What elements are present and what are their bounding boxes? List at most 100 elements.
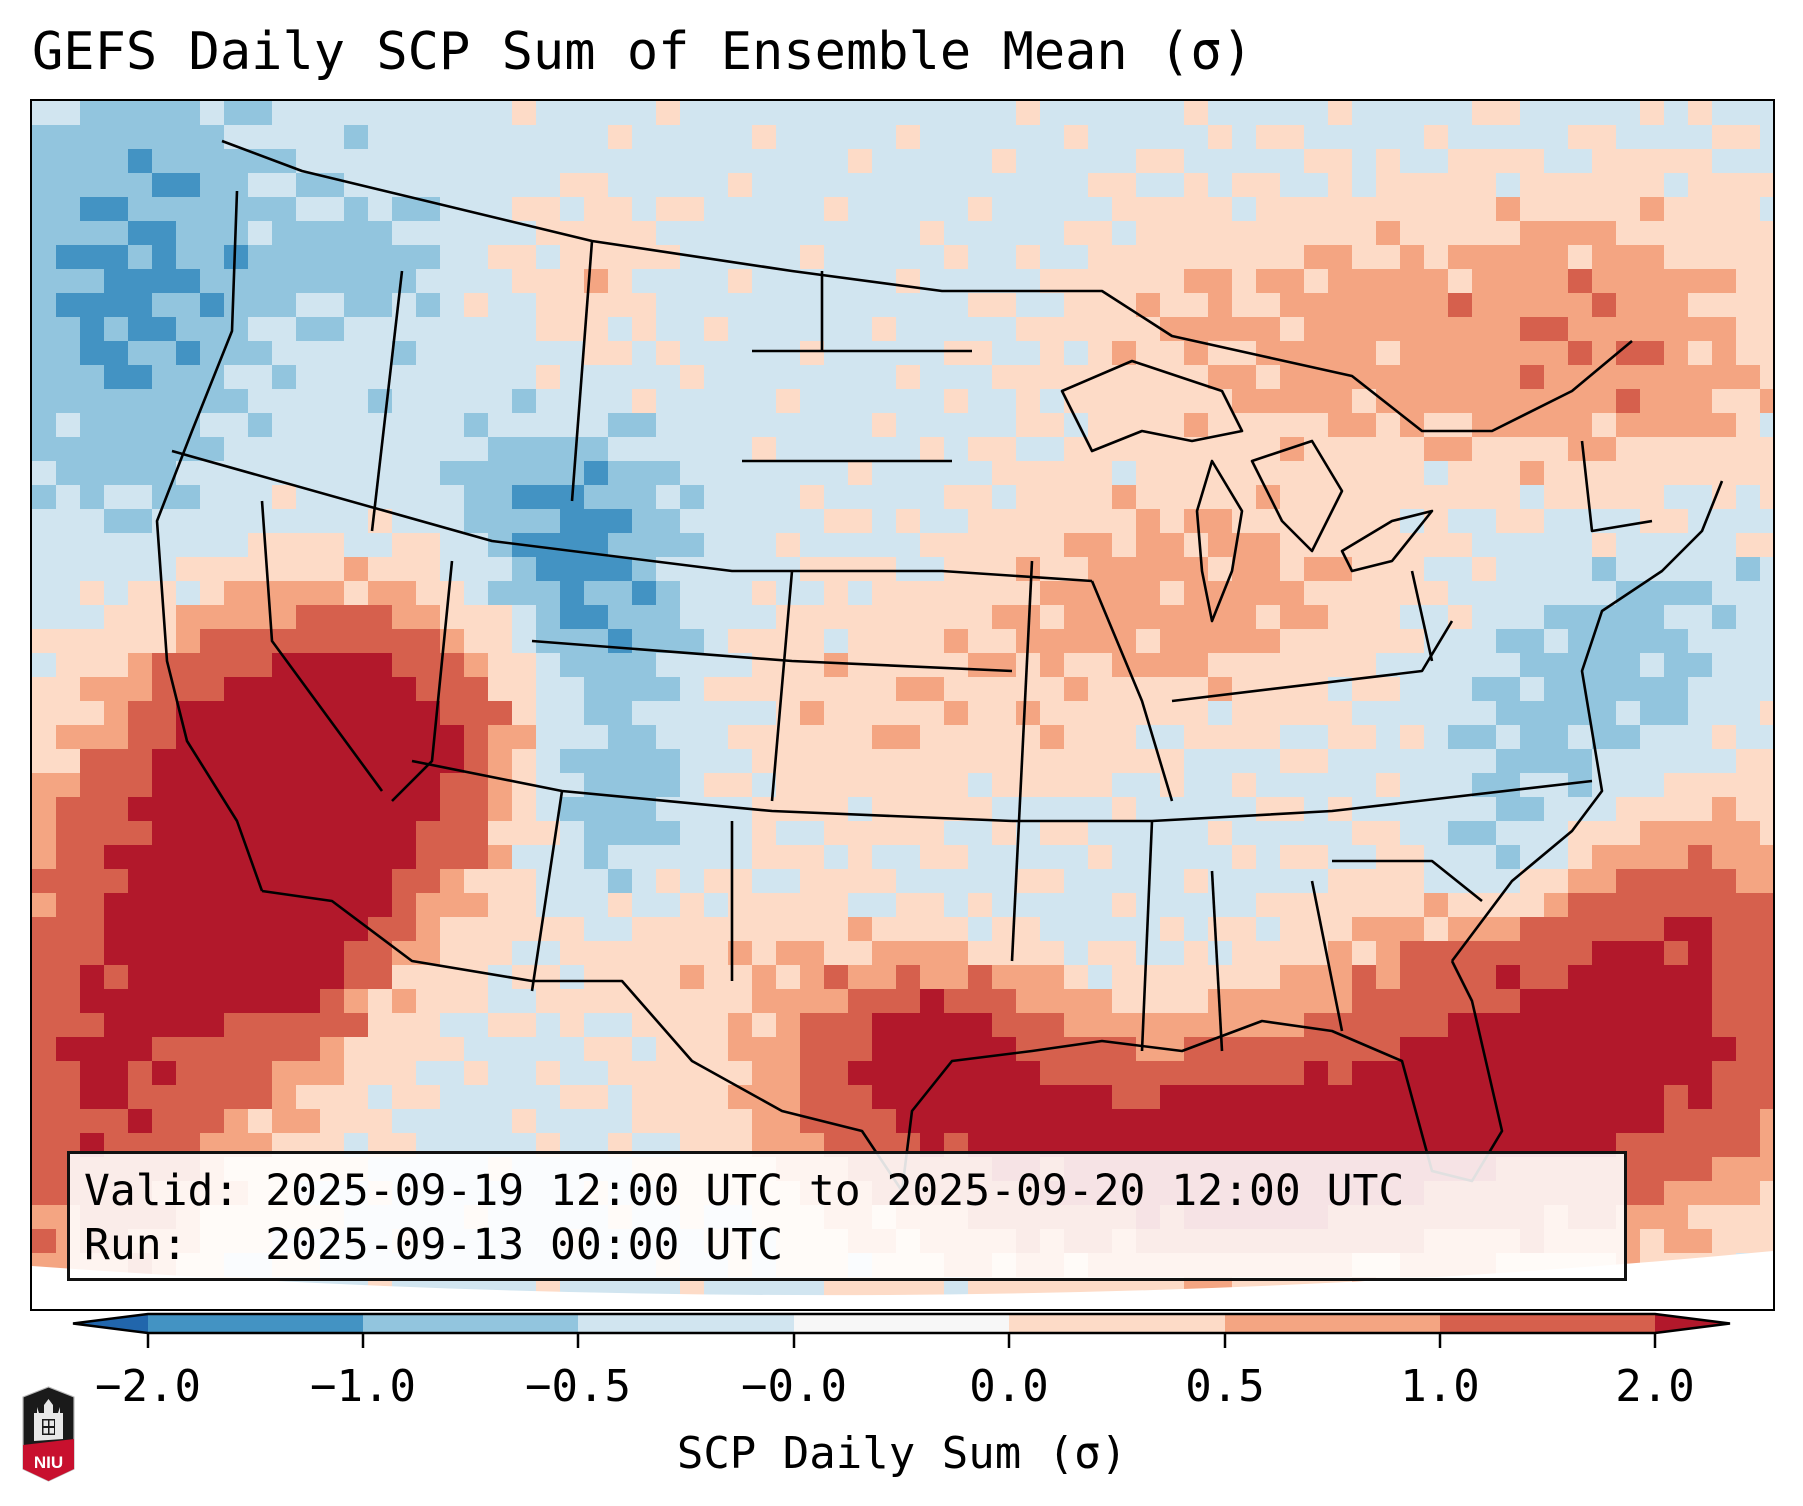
heatmap-cell [1040,725,1065,750]
heatmap-cell [1112,869,1137,894]
heatmap-cell [488,437,513,462]
heatmap-cell [1064,605,1089,630]
heatmap-cell [1184,917,1209,942]
heatmap-cell [1544,509,1569,534]
heatmap-cell [1712,557,1737,582]
heatmap-cell [128,101,153,126]
heatmap-cell [224,389,249,414]
heatmap-cell [1688,1085,1713,1110]
heatmap-cell [512,821,537,846]
heatmap-cell [224,1061,249,1086]
heatmap-cell [608,725,633,750]
heatmap-cell [776,533,801,558]
heatmap-cell [944,1013,969,1038]
heatmap-cell [1640,797,1665,822]
heatmap-cell [1088,533,1113,558]
heatmap-cell [1592,965,1617,990]
heatmap-cell [1616,797,1641,822]
heatmap-cell [320,509,345,534]
heatmap-cell [992,1013,1017,1038]
heatmap-cell [944,557,969,582]
heatmap-cell [440,725,465,750]
heatmap-cell [1160,245,1185,270]
heatmap-cell [536,1061,561,1086]
heatmap-cell [1016,701,1041,726]
heatmap-cell [1376,173,1401,198]
heatmap-cell [1400,917,1425,942]
heatmap-cell [1424,1085,1449,1110]
heatmap-cell [1184,557,1209,582]
heatmap-cell [968,581,993,606]
heatmap-cell [416,677,441,702]
heatmap-cell [1112,317,1137,342]
colorbar-tick-label: −1.0 [310,1361,416,1412]
heatmap-cell [32,485,57,510]
heatmap-cell [1256,149,1281,174]
heatmap-cell [584,461,609,486]
heatmap-cell [1040,221,1065,246]
heatmap-cell [224,437,249,462]
heatmap-cell [56,365,81,390]
heatmap-cell [800,437,825,462]
heatmap-cell [968,893,993,918]
heatmap-cell [1520,365,1545,390]
heatmap-cell [1592,245,1617,270]
heatmap-cell [320,941,345,966]
heatmap-cell [1304,677,1329,702]
heatmap-cell [728,293,753,318]
heatmap-cell [368,749,393,774]
heatmap-cell [896,941,921,966]
heatmap-cell [392,893,417,918]
heatmap-cell [80,317,105,342]
heatmap-cell [1712,1037,1737,1062]
heatmap-cell [1160,341,1185,366]
heatmap-cell [1256,413,1281,438]
heatmap-cell [440,773,465,798]
heatmap-cell [1232,773,1257,798]
heatmap-cell [1208,221,1233,246]
border-line [411,759,1013,823]
heatmap-cell [1424,605,1449,630]
border-line [770,570,794,802]
heatmap-cell [104,941,129,966]
heatmap-cell [1640,893,1665,918]
heatmap-cell [1424,965,1449,990]
heatmap-cell [728,509,753,534]
heatmap-cell [152,725,177,750]
heatmap-cell [1184,125,1209,150]
heatmap-cell [872,821,897,846]
heatmap-cell [1160,845,1185,870]
heatmap-cell [800,653,825,678]
heatmap-cell [1328,197,1353,222]
heatmap-cell [32,605,57,630]
heatmap-cell [272,317,297,342]
heatmap-cell [1664,1133,1689,1158]
heatmap-cell [1064,317,1089,342]
heatmap-cell [104,101,129,126]
heatmap-cell [800,677,825,702]
heatmap-cell [824,557,849,582]
heatmap-cell [200,1109,225,1134]
heatmap-cell [368,173,393,198]
heatmap-cell [848,845,873,870]
heatmap-cell [1520,101,1545,126]
heatmap-cell [848,725,873,750]
heatmap-cell [632,821,657,846]
heatmap-cell [128,149,153,174]
heatmap-cell [1664,437,1689,462]
heatmap-cell [176,917,201,942]
heatmap-cell [1184,1013,1209,1038]
heatmap-cell [1232,1061,1257,1086]
heatmap-cell [656,125,681,150]
border-line [1060,359,1244,453]
heatmap-cell [1568,653,1593,678]
heatmap-cell [728,437,753,462]
heatmap-cell [944,821,969,846]
heatmap-cell [1568,269,1593,294]
heatmap-cell [368,869,393,894]
heatmap-cell [1496,557,1521,582]
heatmap-cell [248,701,273,726]
heatmap-cell [320,101,345,126]
heatmap-cell [1280,749,1305,774]
heatmap-cell [416,989,441,1014]
